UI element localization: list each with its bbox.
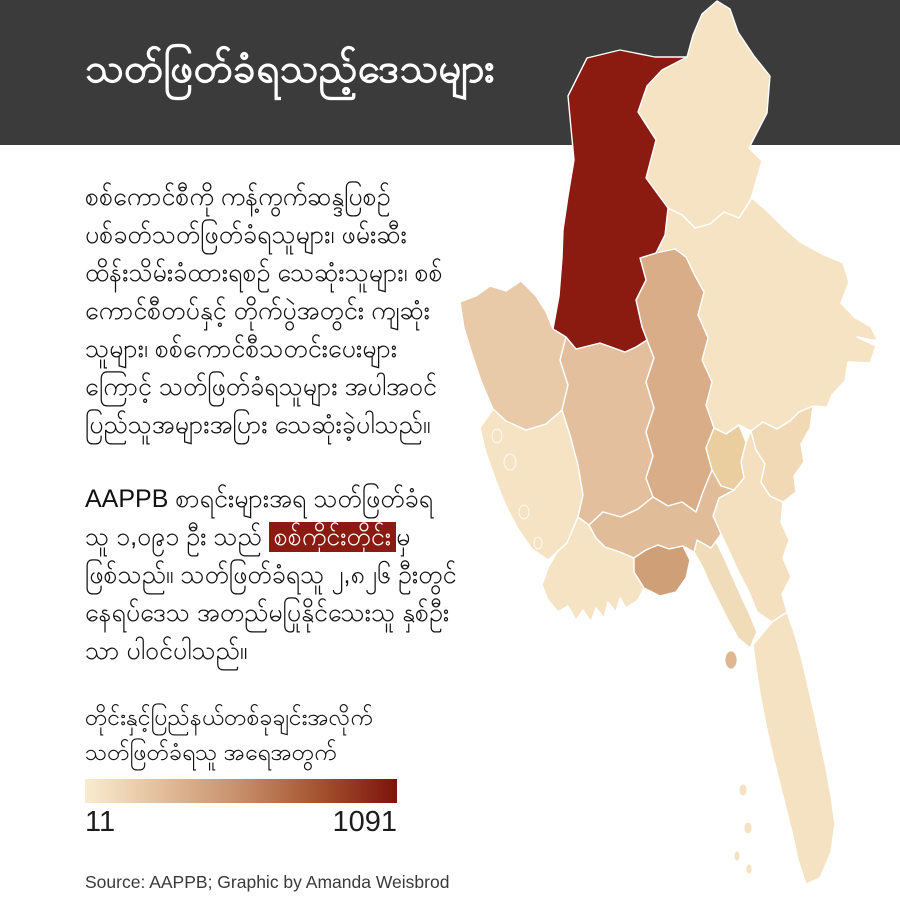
- page-title: သတ်ဖြတ်ခံရသည့်ဒေသများ: [85, 47, 495, 91]
- rakhine-island-4: [533, 536, 543, 550]
- para2-text-after: မှဖြစ်သည်။ သတ်ဖြတ်ခံရသူ ၂,၈၂၆ ဦးတွင် နေရ…: [85, 523, 457, 665]
- legend-max-value: 1091: [332, 806, 397, 838]
- region-naypyidaw: [705, 424, 747, 491]
- legend-gradient-bar: [85, 779, 397, 803]
- rakhine-island-1: [491, 428, 503, 444]
- legend-labels: 11 1091: [85, 806, 397, 839]
- mon-island: [724, 650, 738, 670]
- legend-min-value: 11: [85, 806, 116, 838]
- tanintharyi-island-3: [733, 850, 741, 862]
- myanmar-map-container: [450, 0, 900, 890]
- myanmar-choropleth-map: [459, 0, 879, 885]
- source-credit: Source: AAPPB; Graphic by Amanda Weisbro…: [85, 872, 450, 892]
- legend: တိုင်းနှင့်ပြည်နယ်တစ်ခုချင်းအလိုက် သတ်ဖြ…: [85, 700, 397, 839]
- tanintharyi-island-2: [743, 821, 753, 835]
- region-tanintharyi: [752, 611, 836, 885]
- tanintharyi-island-4: [745, 863, 753, 875]
- sagaing-region-highlight: စစ်ကိုင်းတိုင်း: [268, 522, 397, 552]
- tanintharyi-island-1: [738, 783, 748, 797]
- region-yangon: [633, 544, 691, 597]
- legend-title: တိုင်းနှင့်ပြည်နယ်တစ်ခုချင်းအလိုက် သတ်ဖြ…: [85, 704, 373, 765]
- paragraph-aappb-figures: AAPPB စာရင်းများအရ သတ်ဖြတ်ခံရသူ ၁,၀၉၁ ဦး…: [85, 480, 457, 670]
- rakhine-island-2: [503, 453, 517, 471]
- para2-text-before: AAPPB စာရင်းများအရ သတ်ဖြတ်ခံရသူ ၁,၀၉၁ ဦး…: [85, 485, 434, 551]
- paragraph-deaths-description: စစ်ကောင်စီကို ကန့်ကွက်ဆန္ဒပြစဉ် ပစ်ခတ်သတ…: [85, 183, 443, 439]
- region-sagaing: [552, 49, 688, 353]
- rakhine-island-3: [518, 504, 530, 520]
- region-kayah: [750, 405, 814, 503]
- region-mon: [693, 531, 758, 649]
- body-text-column: စစ်ကောင်စီကို ကန့်ကွက်ဆန္ဒပြစဉ် ပစ်ခတ်သတ…: [85, 178, 457, 670]
- region-chin: [459, 280, 569, 431]
- region-mandalay: [635, 248, 715, 513]
